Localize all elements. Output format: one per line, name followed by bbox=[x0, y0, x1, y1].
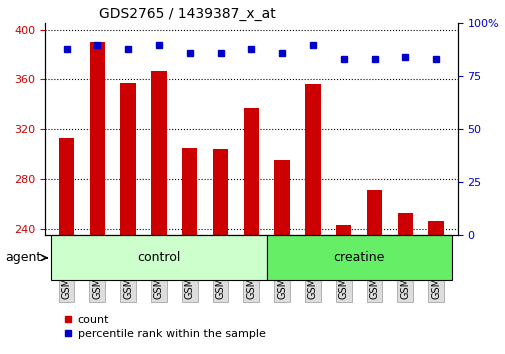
Bar bbox=[305, 84, 320, 235]
Bar bbox=[243, 108, 259, 235]
Bar bbox=[120, 83, 135, 235]
Text: agent: agent bbox=[5, 251, 47, 264]
Text: creatine: creatine bbox=[333, 251, 384, 264]
Text: GDS2765 / 1439387_x_at: GDS2765 / 1439387_x_at bbox=[98, 7, 275, 21]
Bar bbox=[59, 138, 74, 235]
FancyBboxPatch shape bbox=[266, 235, 450, 280]
Bar bbox=[366, 190, 381, 235]
Bar bbox=[274, 160, 289, 235]
Bar bbox=[151, 71, 166, 235]
Bar bbox=[89, 42, 105, 235]
Bar bbox=[428, 221, 443, 235]
Bar bbox=[182, 148, 197, 235]
Bar bbox=[335, 225, 351, 235]
Bar bbox=[213, 149, 228, 235]
Text: control: control bbox=[137, 251, 180, 264]
Legend: count, percentile rank within the sample: count, percentile rank within the sample bbox=[59, 311, 270, 343]
FancyBboxPatch shape bbox=[51, 235, 266, 280]
Bar bbox=[397, 213, 412, 235]
